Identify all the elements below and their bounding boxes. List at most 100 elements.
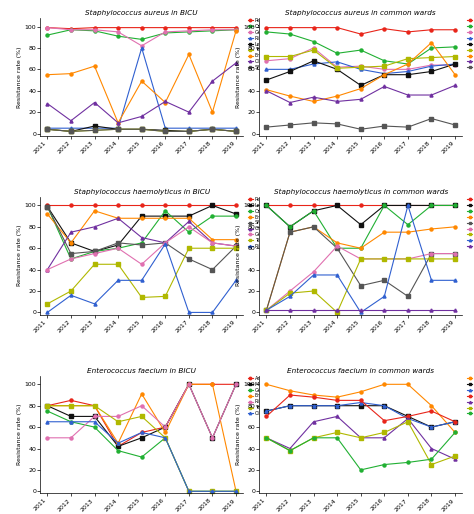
- Rifampicin: [405, 203, 411, 209]
- Oxacillin: [287, 31, 293, 37]
- Penicillin: [115, 203, 121, 209]
- Oxacillin: [45, 32, 50, 38]
- Penicillin: [428, 27, 434, 33]
- Ampicillin: [163, 424, 168, 430]
- SMZ-TMP: [68, 250, 74, 256]
- Clindamycin: [264, 88, 269, 94]
- Gentamycin: [287, 288, 293, 294]
- Oxacillin: [163, 208, 168, 214]
- Ampicillin: [428, 408, 434, 414]
- SMZ-TMP: [163, 128, 168, 135]
- Erythromycin: [428, 402, 434, 409]
- Clindamycin: [405, 92, 411, 98]
- Gentamycin: [311, 269, 317, 275]
- SMZ-TMP: [139, 126, 145, 132]
- Erythromycin: [358, 85, 364, 91]
- Levofloxacin: [287, 224, 293, 230]
- Gentamycin: [91, 27, 97, 33]
- Rifampicin: [186, 381, 191, 388]
- Oxacillin: [358, 245, 364, 251]
- Erythromycin: [45, 211, 50, 217]
- Gentamycin: [382, 256, 387, 262]
- Gentamycin: [139, 454, 145, 460]
- Erythromycin: [163, 429, 168, 435]
- Rifampicin: [210, 435, 215, 441]
- SMZ-TMP: [68, 128, 74, 135]
- Gentamycin: [210, 488, 215, 494]
- Line: Oxacillin: Oxacillin: [46, 205, 237, 261]
- Erythromycin: [139, 391, 145, 397]
- Legend: Penicillin, Oxacillin, Gentamycin, Rifampicin, Levofloxacin, Tetracycline, Eryth: Penicillin, Oxacillin, Gentamycin, Rifam…: [466, 18, 474, 70]
- Penicillin: [287, 203, 293, 209]
- Erythromycin: [233, 236, 239, 243]
- Levofloxacin: [68, 128, 74, 135]
- Gentamycin: [233, 243, 239, 249]
- Gentamycin: [210, 27, 215, 33]
- Erythromycin: [233, 28, 239, 34]
- Tetracycline: [428, 54, 434, 61]
- Line: Gentamycin: Gentamycin: [46, 225, 237, 271]
- Tetracycline: [68, 402, 74, 409]
- Penicillin: [210, 203, 215, 209]
- Clindamycin: [358, 96, 364, 102]
- Gentamycin: [233, 27, 239, 33]
- Tetracycline: [264, 435, 269, 441]
- Rifampicin: [68, 125, 74, 131]
- Penicillin: [334, 25, 340, 31]
- Rifampicin: [287, 446, 293, 452]
- Line: Levofloxacin: Levofloxacin: [46, 124, 237, 133]
- Tetracycline: [311, 47, 317, 53]
- Tetracycline: [186, 488, 191, 494]
- Line: Gentamycin: Gentamycin: [265, 431, 456, 471]
- Erythromycin: [382, 71, 387, 78]
- Erythromycin: [68, 402, 74, 409]
- Gentamycin: [45, 408, 50, 414]
- Rifampicin: [68, 435, 74, 441]
- Rifampicin: [163, 125, 168, 131]
- SMZ-TMP: [210, 126, 215, 132]
- Ciprofloxacin: [452, 419, 458, 425]
- Clindamycin: [163, 98, 168, 104]
- SMZ-TMP: [428, 116, 434, 122]
- Erythromycin: [311, 98, 317, 104]
- SMZ-TMP: [405, 293, 411, 300]
- Penicillin: [233, 203, 239, 209]
- Gentamycin: [186, 28, 191, 34]
- Erythromycin: [382, 381, 387, 388]
- Penicillin: [91, 25, 97, 31]
- Erythromycin: [382, 229, 387, 235]
- Clindamycin: [68, 229, 74, 235]
- Penicillin: [311, 203, 317, 209]
- Oxacillin: [334, 50, 340, 57]
- Erythromycin: [334, 240, 340, 246]
- Gentamycin: [91, 424, 97, 430]
- Erythromycin: [68, 70, 74, 77]
- Line: Tetracycline: Tetracycline: [46, 404, 237, 493]
- Levofloxacin: [186, 128, 191, 135]
- SMZ-TMP: [311, 224, 317, 230]
- Y-axis label: Resistance rate (%): Resistance rate (%): [236, 404, 241, 465]
- Moxifloxacin: [287, 402, 293, 409]
- Tetracycline: [233, 245, 239, 251]
- Penicillin: [233, 25, 239, 31]
- Erythromycin: [91, 402, 97, 409]
- Ciprofloxacin: [115, 440, 121, 446]
- Moxifloxacin: [91, 413, 97, 419]
- Line: Clindamycin: Clindamycin: [46, 217, 237, 271]
- Gentamycin: [91, 250, 97, 256]
- Rifampicin: [45, 435, 50, 441]
- Line: Penicillin: Penicillin: [46, 26, 237, 30]
- Penicillin: [452, 203, 458, 209]
- Levofloxacin: [139, 213, 145, 219]
- Title: Enterococcus faecium in common wards: Enterococcus faecium in common wards: [287, 368, 434, 374]
- SMZ-TMP: [287, 122, 293, 128]
- Levofloxacin: [210, 203, 215, 209]
- Title: Staphylococcus haemolyticus in BICU: Staphylococcus haemolyticus in BICU: [73, 189, 210, 195]
- Clindamycin: [287, 99, 293, 105]
- Erythromycin: [405, 61, 411, 67]
- Erythromycin: [163, 215, 168, 222]
- Line: Penicillin: Penicillin: [265, 204, 456, 207]
- Legend: Penicillin, Oxacillin, Gentamycin, Rifampicin, Levofloxacin, Tetracycline, Eryth: Penicillin, Oxacillin, Gentamycin, Rifam…: [247, 18, 288, 70]
- Penicillin: [382, 26, 387, 32]
- Oxacillin: [139, 240, 145, 246]
